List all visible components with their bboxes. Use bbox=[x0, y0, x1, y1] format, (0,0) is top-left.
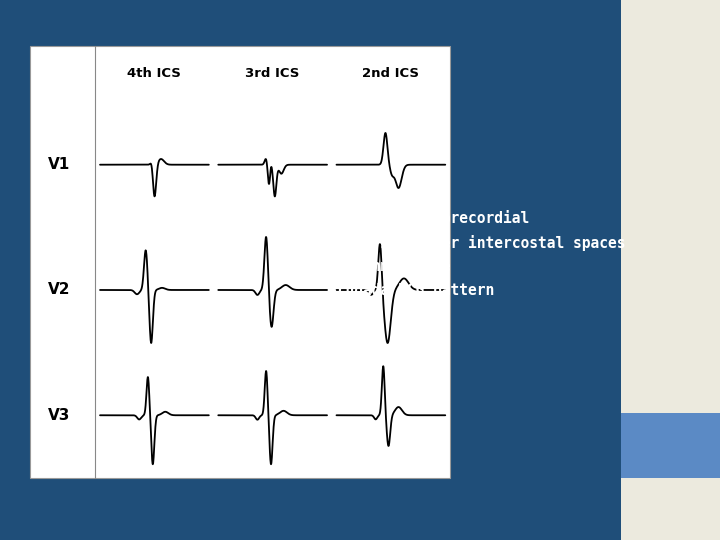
Text: V2: V2 bbox=[48, 282, 71, 298]
Text: 3rd ICS: 3rd ICS bbox=[246, 68, 300, 80]
Text: V1: V1 bbox=[48, 157, 71, 172]
Text: Placement of precordial
leads in higher intercostal spaces
can unmask the
Brugad: Placement of precordial leads in higher … bbox=[328, 210, 625, 298]
Text: V3: V3 bbox=[48, 408, 71, 423]
Bar bbox=[30, 46, 450, 478]
Bar bbox=[621, 413, 720, 478]
Text: 4th ICS: 4th ICS bbox=[127, 68, 181, 80]
Bar bbox=[621, 0, 720, 540]
Text: 2nd ICS: 2nd ICS bbox=[362, 68, 419, 80]
